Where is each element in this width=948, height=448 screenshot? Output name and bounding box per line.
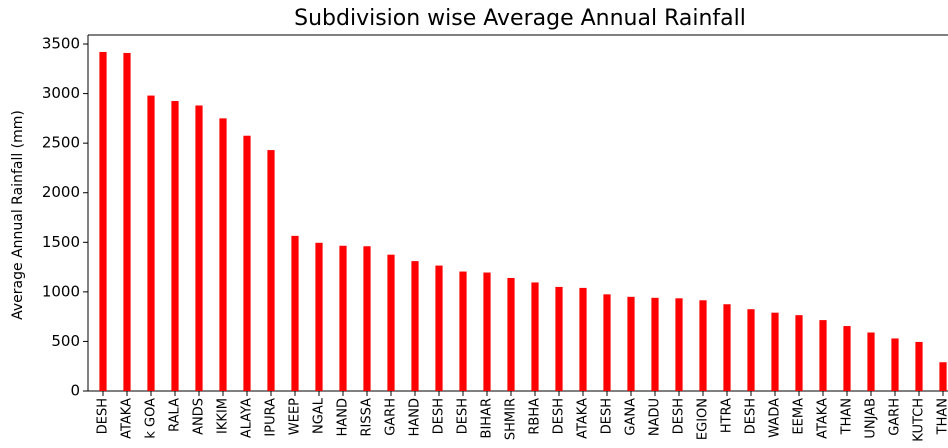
y-tick-label: 3500 (42, 35, 80, 53)
bar (819, 320, 826, 391)
x-tick-label: ATAKA (120, 398, 135, 439)
chart-title: Subdivision wise Average Annual Rainfall (294, 6, 746, 31)
bar (795, 315, 802, 391)
bar (171, 101, 178, 391)
x-tick-label: GANA (624, 398, 639, 436)
bar (459, 272, 466, 391)
x-tick-label: RBHA (528, 398, 543, 435)
x-tick-label: RISSA (360, 398, 375, 437)
bar (99, 52, 106, 391)
x-tick-label: ATAKA (576, 398, 591, 439)
x-tick-label: UNJAB (864, 398, 879, 439)
x-tick-label: THAN (840, 398, 855, 435)
bar (939, 362, 946, 391)
y-axis-label: Average Annual Rainfall (mm) (10, 110, 26, 320)
bar (387, 255, 394, 391)
x-tick-label: ATAKA (816, 398, 831, 439)
x-tick-label: DESH (744, 398, 759, 434)
bar (147, 96, 154, 391)
x-tick-label: EGION (696, 398, 711, 440)
bar (267, 150, 274, 391)
bar (243, 136, 250, 391)
bar (483, 273, 490, 391)
y-tick-label: 1500 (42, 233, 80, 251)
bar (747, 309, 754, 391)
x-tick-label: BIHAR (480, 398, 495, 438)
bar (651, 298, 658, 391)
bar (915, 342, 922, 391)
x-tick-label: ALAYA (240, 398, 255, 438)
bar (219, 118, 226, 391)
bar (771, 313, 778, 391)
y-tick-label: 3000 (42, 84, 80, 102)
bar (699, 300, 706, 391)
y-tick-label: 0 (70, 382, 80, 400)
bar (867, 333, 874, 391)
bar (363, 246, 370, 391)
x-tick-label: HAND (336, 398, 351, 436)
x-tick-label: DESH (672, 398, 687, 434)
x-tick-label: THAN (936, 398, 948, 435)
bar (291, 236, 298, 391)
x-tick-label: DESH (432, 398, 447, 434)
y-tick-label: 1000 (42, 282, 80, 300)
bar (579, 288, 586, 391)
x-tick-label: RALA (168, 398, 183, 432)
bar (339, 246, 346, 391)
x-tick-label: IKKIM (216, 398, 231, 434)
bar (627, 297, 634, 391)
bar (723, 304, 730, 391)
x-tick-label: NGAL (312, 397, 327, 434)
x-tick-label: k GOA (144, 398, 159, 439)
x-tick-label: SHMIR (504, 398, 519, 440)
x-tick-label: GARH (384, 398, 399, 436)
x-tick-label: HAND (408, 398, 423, 436)
bar (315, 243, 322, 391)
x-tick-label: HTRA (720, 398, 735, 433)
x-tick-label: WADA (768, 398, 783, 438)
x-tick-label: WEEP (288, 398, 303, 435)
x-tick-label: NADU (648, 398, 663, 436)
bar (195, 105, 202, 391)
x-tick-label: DESH (600, 398, 615, 434)
bar (531, 282, 538, 391)
bar (435, 266, 442, 391)
bar (891, 338, 898, 391)
y-tick-label: 2000 (42, 183, 80, 201)
x-tick-label: KUTCH (912, 398, 927, 442)
bar (675, 298, 682, 391)
bar (123, 53, 130, 391)
y-tick-label: 500 (51, 332, 80, 350)
x-tick-label: GARH (888, 398, 903, 436)
bar (507, 278, 514, 391)
x-tick-label: IPURA (264, 398, 279, 437)
bar (555, 287, 562, 391)
x-tick-label: EEMA (792, 398, 807, 435)
y-tick-label: 2500 (42, 134, 80, 152)
x-tick-label: DESH (96, 398, 111, 434)
x-tick-label: DESH (552, 398, 567, 434)
bar (411, 261, 418, 391)
x-tick-label: ANDS (192, 398, 207, 435)
x-tick-label: DESH (456, 398, 471, 434)
bar (843, 326, 850, 391)
bar (603, 294, 610, 391)
